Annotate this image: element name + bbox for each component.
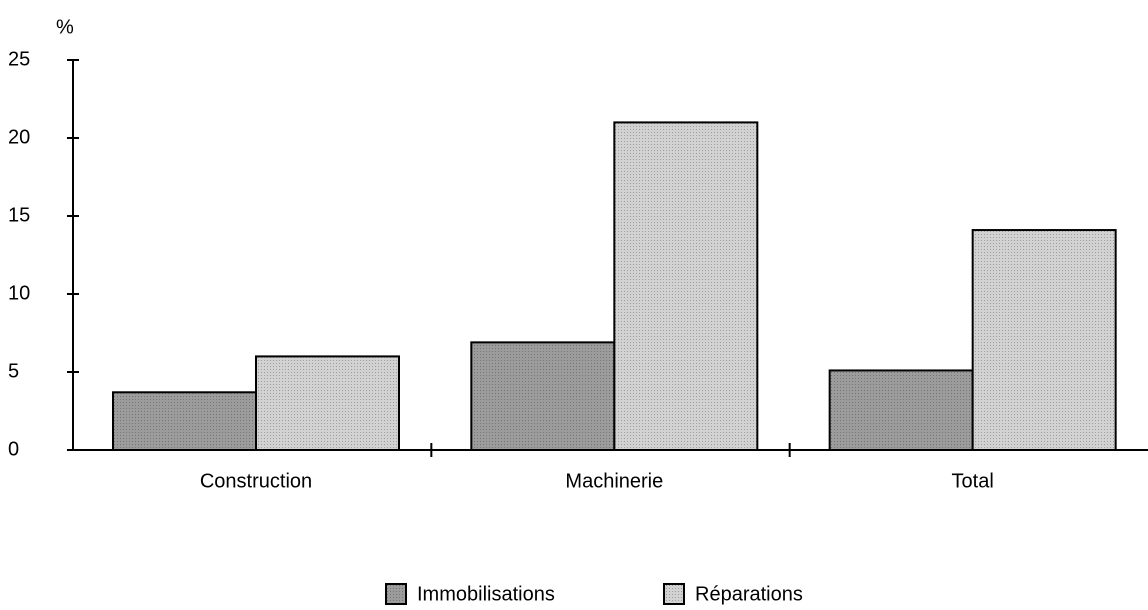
y-tick-label: 0 <box>8 438 19 460</box>
y-tick-label: 20 <box>8 126 30 148</box>
bar-texture <box>972 230 1116 450</box>
x-tick-label: Construction <box>200 470 312 492</box>
x-tick-label: Machinerie <box>565 470 663 492</box>
legend-label: Réparations <box>695 583 803 605</box>
y-tick-label: 5 <box>8 360 19 382</box>
bar-texture <box>256 356 399 450</box>
x-tick-label: Total <box>952 470 994 492</box>
bar-texture <box>829 370 973 450</box>
y-tick-label: 15 <box>8 204 30 226</box>
legend-swatch-texture <box>664 584 684 604</box>
bar-texture <box>614 122 758 451</box>
legend-label: Immobilisations <box>417 583 555 605</box>
y-tick-label: 25 <box>8 48 30 70</box>
y-tick-label: 10 <box>8 282 30 304</box>
y-axis-label: % <box>56 16 74 38</box>
bar-texture <box>471 342 615 450</box>
legend-swatch-texture <box>386 584 406 604</box>
bar-texture <box>113 392 256 450</box>
